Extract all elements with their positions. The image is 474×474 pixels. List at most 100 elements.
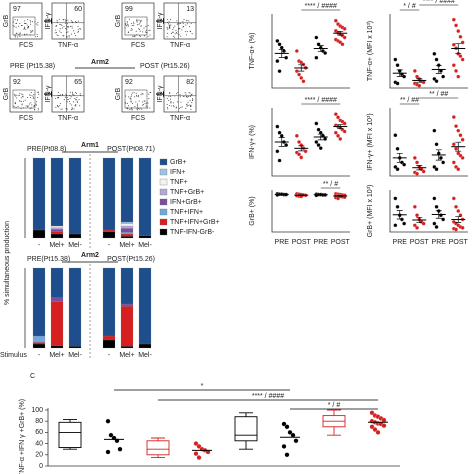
legend-label: TNF+GrB+: [170, 189, 204, 196]
data-point: [421, 221, 426, 226]
event-dot: [72, 94, 74, 96]
event-dot: [186, 103, 188, 105]
event-dot: [130, 108, 132, 110]
box: [58, 421, 82, 448]
flow-x-label: FCS: [131, 42, 145, 49]
data-point: [451, 196, 456, 201]
event-dot: [75, 21, 77, 23]
whisker: [239, 412, 253, 450]
event-dot: [24, 99, 26, 101]
event-dot: [29, 21, 31, 23]
event-dot: [150, 91, 152, 93]
bar-segment: [32, 343, 46, 349]
event-dot: [75, 92, 77, 94]
event-dot: [19, 22, 21, 24]
y-tick-label: 60: [35, 429, 43, 436]
data-point: [432, 128, 437, 133]
bar-segment: [68, 346, 82, 349]
data-point: [454, 23, 458, 28]
bar-segment: [120, 157, 134, 223]
event-dot: [166, 26, 168, 28]
data-point: [393, 133, 398, 138]
event-dot: [174, 33, 176, 35]
bar-segment: [32, 229, 46, 239]
bar-segment: [120, 228, 134, 233]
event-dot: [70, 25, 72, 27]
data-point: [316, 127, 321, 132]
event-dot: [69, 97, 71, 99]
post-label: POST(Pt08.71): [107, 146, 155, 153]
event-dot: [61, 108, 63, 110]
event-dot: [63, 19, 65, 21]
event-dot: [185, 34, 187, 36]
y-tick-label: 20: [35, 452, 43, 459]
event-dot: [166, 103, 168, 105]
event-dot: [55, 29, 57, 31]
event-dot: [149, 107, 151, 109]
event-dot: [135, 20, 137, 22]
event-dot: [176, 106, 178, 108]
event-dot: [30, 31, 32, 33]
data-point: [415, 213, 419, 218]
legend-label: GrB+: [170, 159, 187, 166]
event-dot: [132, 102, 134, 104]
data-point: [451, 142, 456, 147]
event-dot: [188, 92, 190, 94]
y-axis-label: GrB+ (%): [249, 196, 256, 225]
axes: [271, 14, 350, 89]
event-dot: [18, 33, 20, 35]
event-dot: [37, 107, 39, 109]
event-dot: [185, 96, 187, 98]
event-dot: [171, 31, 173, 33]
event-dot: [166, 32, 168, 34]
event-dot: [55, 25, 57, 27]
event-dot: [176, 20, 178, 22]
data-point: [395, 63, 400, 68]
data-point: [415, 171, 419, 176]
event-dot: [186, 23, 188, 25]
flow-percent: 92: [13, 79, 21, 86]
event-dot: [147, 24, 149, 26]
data-point: [451, 115, 456, 119]
data-point: [456, 167, 461, 172]
event-dot: [167, 107, 169, 109]
legend-label: TNF+IFN+GrB+: [170, 219, 220, 226]
flow-percent: 60: [74, 6, 82, 13]
bar-segment: [120, 225, 134, 229]
event-dot: [20, 108, 22, 110]
data-point: [395, 167, 400, 172]
sem-bar: [337, 30, 344, 36]
sem-bar: [455, 141, 462, 152]
event-dot: [35, 23, 37, 25]
bar-segment: [120, 236, 134, 239]
event-dot: [74, 32, 76, 34]
sem-bar: [337, 195, 344, 197]
flow-plot-frame: [9, 2, 43, 40]
event-dot: [176, 101, 178, 103]
data-point: [294, 69, 299, 74]
event-dot: [32, 96, 34, 98]
bar-segment: [120, 223, 134, 227]
event-dot: [143, 27, 145, 29]
event-dot: [143, 100, 145, 102]
event-dot: [137, 20, 139, 22]
event-dot: [14, 93, 16, 95]
event-dot: [145, 105, 147, 107]
whisker: [151, 437, 165, 459]
event-dot: [72, 101, 74, 103]
event-dot: [127, 25, 129, 27]
event-dot: [167, 27, 169, 29]
event-dot: [168, 21, 170, 23]
bar-segment: [120, 232, 134, 235]
y-axis-label: GrB+ (MFI x 10³): [367, 185, 374, 238]
x-tick-label: Mel-: [68, 352, 82, 359]
event-dot: [140, 94, 142, 96]
event-dot: [139, 36, 141, 38]
data-point: [275, 124, 280, 129]
event-dot: [167, 108, 169, 110]
data-point: [314, 121, 319, 126]
event-dot: [56, 21, 58, 23]
bar-segment: [50, 233, 64, 239]
event-dot: [191, 102, 193, 104]
data-point: [196, 455, 202, 461]
